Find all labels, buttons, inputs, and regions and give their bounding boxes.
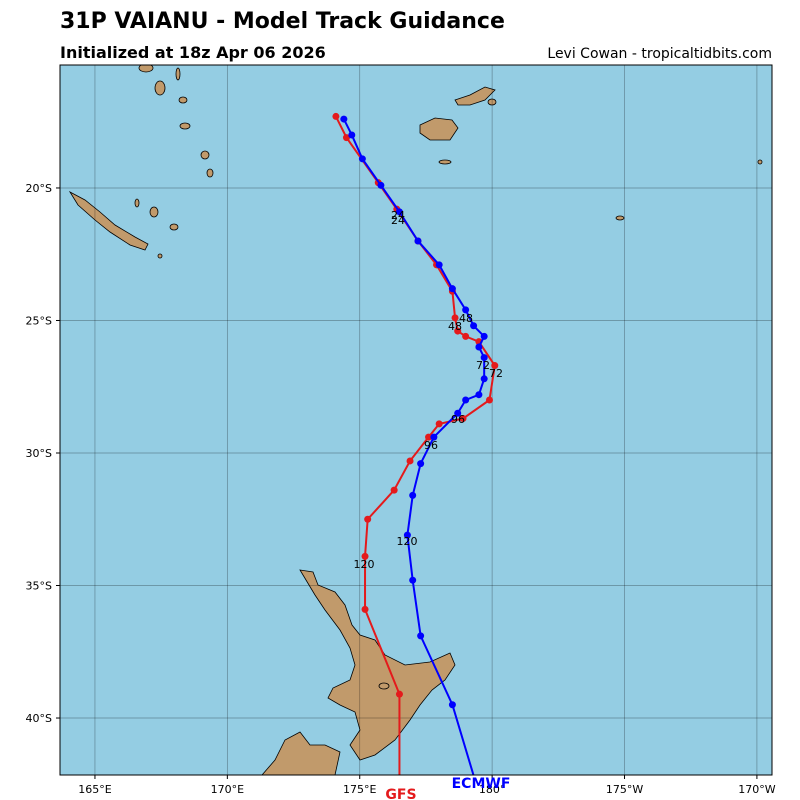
track-point	[361, 605, 369, 613]
track-point	[409, 576, 417, 584]
track-point	[485, 396, 493, 404]
track-point	[491, 362, 499, 370]
track-point	[430, 433, 438, 441]
model-label: GFS	[385, 787, 416, 800]
forecast-hour-label: 48	[448, 320, 462, 333]
track-point	[409, 491, 417, 499]
land	[68, 65, 763, 775]
track-point	[435, 261, 443, 269]
forecast-hour-label: 72	[489, 367, 503, 380]
track-point	[435, 420, 443, 428]
track-point	[395, 208, 403, 216]
track-point	[480, 332, 488, 340]
x-tick-label: 175°E	[343, 783, 376, 796]
track-point	[425, 433, 433, 441]
track-point	[340, 115, 348, 123]
y-tick-label: 40°S	[26, 712, 52, 725]
forecast-hour-label: 24	[391, 209, 405, 222]
x-tick-label: 170°W	[738, 783, 775, 796]
x-tick-label: 165°E	[78, 783, 111, 796]
forecast-hour-label: 120	[397, 535, 418, 548]
track-point	[454, 409, 462, 417]
track-point	[448, 701, 456, 709]
y-tick-label: 35°S	[26, 580, 52, 593]
track-point	[342, 134, 350, 142]
forecast-hour-label: 120	[354, 558, 375, 571]
track-point	[332, 112, 340, 120]
subtitle: Initialized at 18z Apr 06 2026	[60, 43, 326, 62]
ocean	[60, 65, 772, 775]
y-tick-label: 30°S	[26, 447, 52, 460]
track-point	[358, 155, 366, 163]
title: 31P VAIANU - Model Track Guidance	[60, 9, 505, 34]
track-point	[480, 354, 488, 362]
track-point	[462, 396, 470, 404]
track-point	[417, 632, 425, 640]
track-point	[462, 332, 470, 340]
track-point	[451, 314, 459, 322]
x-tick-label: 180°	[479, 783, 506, 796]
track-point	[390, 486, 398, 494]
forecast-hour-label: 96	[424, 439, 438, 452]
track-point	[462, 306, 470, 314]
map-frame	[59, 64, 773, 776]
track-point	[348, 131, 356, 139]
forecast-hour-label: 72	[476, 359, 490, 372]
forecast-hour-label: 24	[391, 214, 405, 227]
track-point	[361, 552, 369, 560]
track-point	[470, 322, 478, 330]
track-point	[475, 343, 483, 351]
credit: Levi Cowan - tropicaltidbits.com	[547, 46, 772, 62]
track-point	[403, 531, 411, 539]
track-point	[480, 375, 488, 383]
x-tick-label: 175°W	[606, 783, 643, 796]
track-point	[475, 391, 483, 399]
track-point	[364, 515, 372, 523]
forecast-hour-label: 48	[459, 312, 473, 325]
plot-layer	[60, 65, 772, 775]
track-point	[395, 690, 403, 698]
track-point	[377, 181, 385, 189]
track-point	[414, 237, 422, 245]
x-tick-label: 170°E	[211, 783, 244, 796]
y-tick-label: 25°S	[26, 314, 52, 327]
track-point	[417, 460, 425, 468]
y-tick-label: 20°S	[26, 182, 52, 195]
model-label: ECMWF	[452, 776, 511, 792]
track-point	[454, 327, 462, 335]
track-point	[448, 285, 456, 293]
track-point	[406, 457, 414, 465]
forecast-hour-label: 96	[451, 413, 465, 426]
track-point	[459, 415, 467, 423]
